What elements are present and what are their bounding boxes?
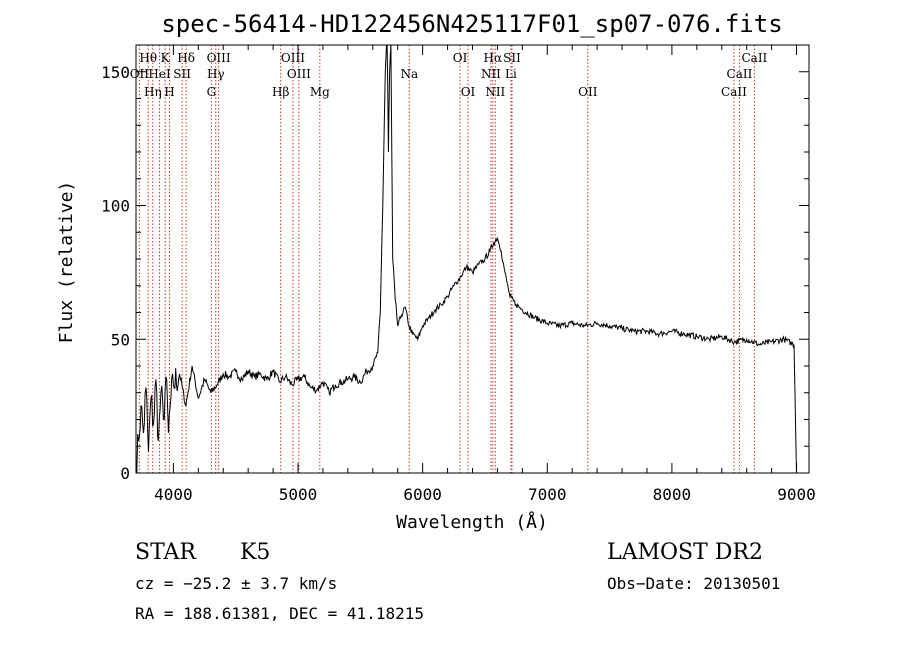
obs-date: Obs−Date: 20130501 — [607, 574, 781, 593]
x-tick-label: 8000 — [653, 485, 692, 504]
spectral-line-label: SII — [173, 67, 191, 81]
spectral-line-label: Hβ — [272, 85, 289, 99]
spectral-line-label: OIII — [281, 51, 305, 65]
y-axis-ticks: 0 50 100 150 — [101, 44, 809, 483]
spectral-line-label: Hα — [484, 51, 503, 65]
spectral-line-label: Mg — [310, 85, 330, 99]
object-class: STAR — [135, 540, 196, 565]
spectral-line-label: OI — [461, 85, 476, 99]
subclass: K5 — [240, 540, 271, 565]
spectral-line-label: HeI — [148, 67, 171, 81]
spectral-line-label: Hθ — [139, 51, 157, 65]
spectral-line-label: Li — [505, 67, 517, 81]
spectral-line-label: Na — [400, 67, 418, 81]
spectral-line-markers — [138, 45, 755, 473]
x-axis-label: Wavelength (Å) — [396, 511, 548, 533]
spectral-line-label: NII — [481, 67, 501, 81]
spectral-line-label: OIII — [287, 67, 311, 81]
spectral-line-label: CaII — [741, 51, 767, 65]
plot-frame — [135, 44, 810, 474]
y-tick-label: 50 — [111, 330, 130, 349]
x-tick-label: 6000 — [403, 485, 442, 504]
y-tick-label: 100 — [101, 197, 130, 216]
y-tick-label: 0 — [120, 464, 130, 483]
spectral-line-label: Hγ — [207, 67, 225, 81]
spectral-line-label: OI — [453, 51, 468, 65]
survey-name: LAMOST DR2 — [607, 540, 763, 565]
redshift-value: cz = −25.2 ± 3.7 km/s — [135, 574, 338, 593]
spectral-line-label: CaII — [721, 85, 747, 99]
x-tick-label: 5000 — [279, 485, 318, 504]
x-tick-label: 7000 — [528, 485, 567, 504]
spectral-line-label: OIII — [207, 51, 231, 65]
coordinates: RA = 188.61381, DEC = 41.18215 — [135, 604, 424, 623]
spectral-line-label: SII — [503, 51, 521, 65]
spectral-line-label: OII — [578, 85, 598, 99]
x-tick-label: 9000 — [777, 485, 816, 504]
y-axis-label: Flux (relative) — [56, 181, 77, 344]
spectral-line-label: Hδ — [177, 51, 195, 65]
x-tick-label: 4000 — [154, 485, 193, 504]
y-tick-label: 150 — [101, 63, 130, 82]
spectral-line-label: G — [207, 85, 217, 99]
x-axis-ticks: 4000 5000 6000 7000 8000 9000 — [154, 45, 816, 504]
spectral-line-label: OII — [130, 67, 150, 81]
spectrum-line — [135, 44, 797, 474]
spectral-line-label: CaII — [727, 67, 753, 81]
chart-title: spec-56414-HD122456N425117F01_sp07-076.f… — [161, 10, 782, 38]
spectral-line-label: NII — [485, 85, 505, 99]
spectral-line-label: K — [161, 51, 171, 65]
spectral-line-label: Hη — [144, 85, 162, 99]
spectral-line-label: H — [164, 85, 174, 99]
